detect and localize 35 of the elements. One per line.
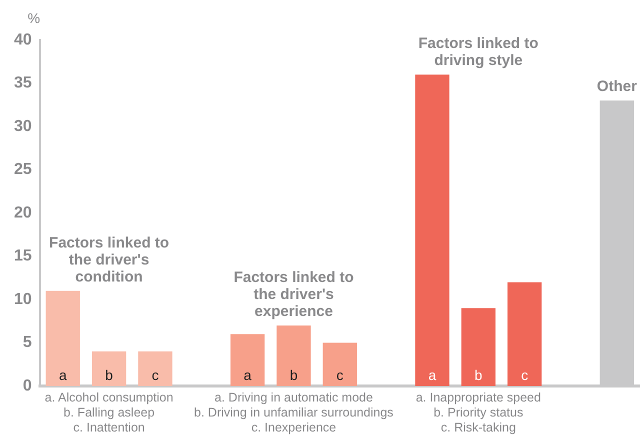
y-tick-label: 40	[14, 31, 32, 48]
y-axis-title: %	[28, 10, 40, 26]
x-tick-label: b	[105, 366, 114, 383]
bar	[461, 308, 496, 386]
y-tick-label: 20	[14, 204, 32, 222]
bar	[138, 351, 172, 386]
bar	[415, 74, 450, 386]
bar	[322, 342, 357, 386]
bar	[276, 325, 311, 386]
series-label: Factors linked to driving style	[418, 35, 538, 70]
y-tick-label: 5	[22, 334, 32, 352]
x-tick-label: c	[336, 366, 344, 383]
x-tick-label: a	[58, 366, 67, 383]
bar	[507, 282, 542, 386]
bar	[230, 334, 265, 386]
y-tick-label: 25	[14, 161, 32, 178]
y-tick-label: 30	[14, 118, 32, 135]
x-tick-label: a	[428, 366, 436, 383]
series-label: Factors linked to the driver's experience	[234, 269, 354, 320]
x-tick-label: a	[244, 366, 252, 383]
y-tick-label: 0	[22, 377, 32, 394]
bar	[92, 351, 126, 386]
y-tick-label: 15	[14, 248, 32, 265]
y-tick-label: 35	[14, 74, 32, 92]
x-tick-label: c	[521, 366, 528, 383]
x-tick-label: c	[152, 366, 159, 383]
series-label: Other	[596, 78, 638, 96]
text: a. Alcohol consumption b. Falling asleep c. Inattention	[44, 390, 174, 435]
text: a. Inappropriate speed b. Priority status c. Risk-taking	[416, 390, 541, 435]
text: a. Driving in automatic mode b. Driving in unfamiliar surroundings c. Inexperience	[194, 390, 394, 435]
series-label: Factors linked to the driver's condition	[49, 234, 170, 286]
y-tick-label: 10	[14, 290, 32, 308]
x-tick-label: b	[474, 366, 483, 383]
bar	[46, 290, 80, 386]
x-tick-label: b	[290, 366, 298, 383]
